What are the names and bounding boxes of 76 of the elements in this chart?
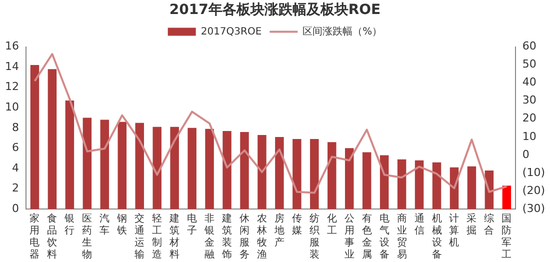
bar [328, 142, 336, 209]
legend-label: 区间涨跌幅（%） [302, 25, 382, 38]
bar [118, 122, 127, 209]
x-tick-label: 食品饮料 [46, 212, 58, 261]
x-tick-label: 汽车 [100, 212, 110, 237]
bar [205, 128, 214, 209]
y-tick-label: 14 [4, 60, 19, 73]
y-tick-label: 10 [4, 100, 19, 114]
y2-tick-label: 40 [522, 76, 536, 89]
y2-tick-label: 30 [522, 94, 536, 107]
y2-tick-label: 10 [522, 130, 536, 143]
x-tick-label: 通信 [414, 212, 424, 237]
y-tick-label: 0 [12, 202, 19, 215]
x-tick-label: 机械设备 [432, 212, 442, 261]
bar [502, 186, 512, 209]
bar [362, 152, 372, 209]
y2-tick-label: (10) [522, 166, 546, 179]
bar [258, 134, 266, 209]
bar [467, 166, 476, 209]
bar [432, 162, 442, 209]
x-tick-label: 有色金属 [362, 212, 372, 261]
bar [240, 132, 249, 209]
bar [48, 69, 57, 209]
x-tick-label: 纺织服装 [309, 212, 320, 261]
x-tick-label: 化工 [326, 212, 337, 237]
bar [170, 126, 179, 209]
bar [135, 122, 144, 209]
x-tick-label: 综合 [484, 212, 494, 237]
x-tick-label: 休闲服务 [239, 214, 250, 261]
x-tick-label: 轻工制造 [152, 212, 162, 261]
x-tick-label: 银行 [64, 214, 75, 237]
x-tick-label: 农林牧渔 [256, 214, 267, 261]
bar [414, 160, 424, 209]
x-tick-label: 家用电器 [30, 212, 40, 261]
x-tick-label: 商业贸易 [396, 212, 407, 261]
y-tick-label: 16 [4, 40, 19, 53]
x-tick-label: 电气设备 [379, 212, 390, 261]
y-tick-label: 4 [12, 161, 19, 174]
x-tick-label: 采掘 [466, 212, 477, 237]
y2-tick-label: (30) [522, 202, 546, 215]
x-tick-label: 传媒 [292, 214, 302, 237]
y-tick-label: 6 [12, 141, 19, 154]
y2-tick-label: 60 [522, 40, 536, 53]
x-tick-label: 房地产 [273, 212, 284, 249]
bar [152, 126, 162, 209]
bar [292, 139, 302, 209]
chart-title: 2017年各板块涨跌幅及板块ROE [169, 2, 381, 18]
y2-tick-label: (20) [522, 184, 546, 197]
y2-tick-label: 20 [522, 112, 536, 125]
bar [275, 137, 284, 209]
bar [188, 128, 196, 209]
bar [65, 100, 74, 209]
y-tick-label: 8 [12, 120, 19, 134]
x-tick-label: 国防军工 [502, 214, 512, 261]
bar [30, 65, 40, 209]
y2-tick-label: 0 [522, 148, 530, 161]
bar [344, 148, 354, 209]
bar [397, 159, 406, 209]
y-tick-label: 12 [4, 80, 19, 94]
bar [82, 118, 92, 209]
bar [310, 139, 319, 209]
bar [380, 155, 389, 209]
x-tick-label: 电子 [187, 212, 198, 237]
x-tick-label: 钢铁 [116, 214, 128, 237]
x-tick-label: 交通运输 [134, 212, 145, 261]
legend-label: 2017Q3ROE [200, 26, 262, 38]
y2-tick-label: 50 [522, 58, 536, 71]
x-tick-label: 医药生物 [82, 214, 92, 261]
x-tick-label: 公用事业 [344, 212, 354, 261]
x-tick-label: 非银金融 [204, 212, 215, 261]
x-tick-label: 计算机 [449, 212, 460, 249]
x-tick-label: 建筑材料 [168, 212, 180, 261]
bar [100, 120, 110, 209]
x-tick-label: 建筑装饰 [221, 212, 232, 261]
bar [222, 130, 232, 209]
y-tick-label: 2 [12, 182, 19, 195]
